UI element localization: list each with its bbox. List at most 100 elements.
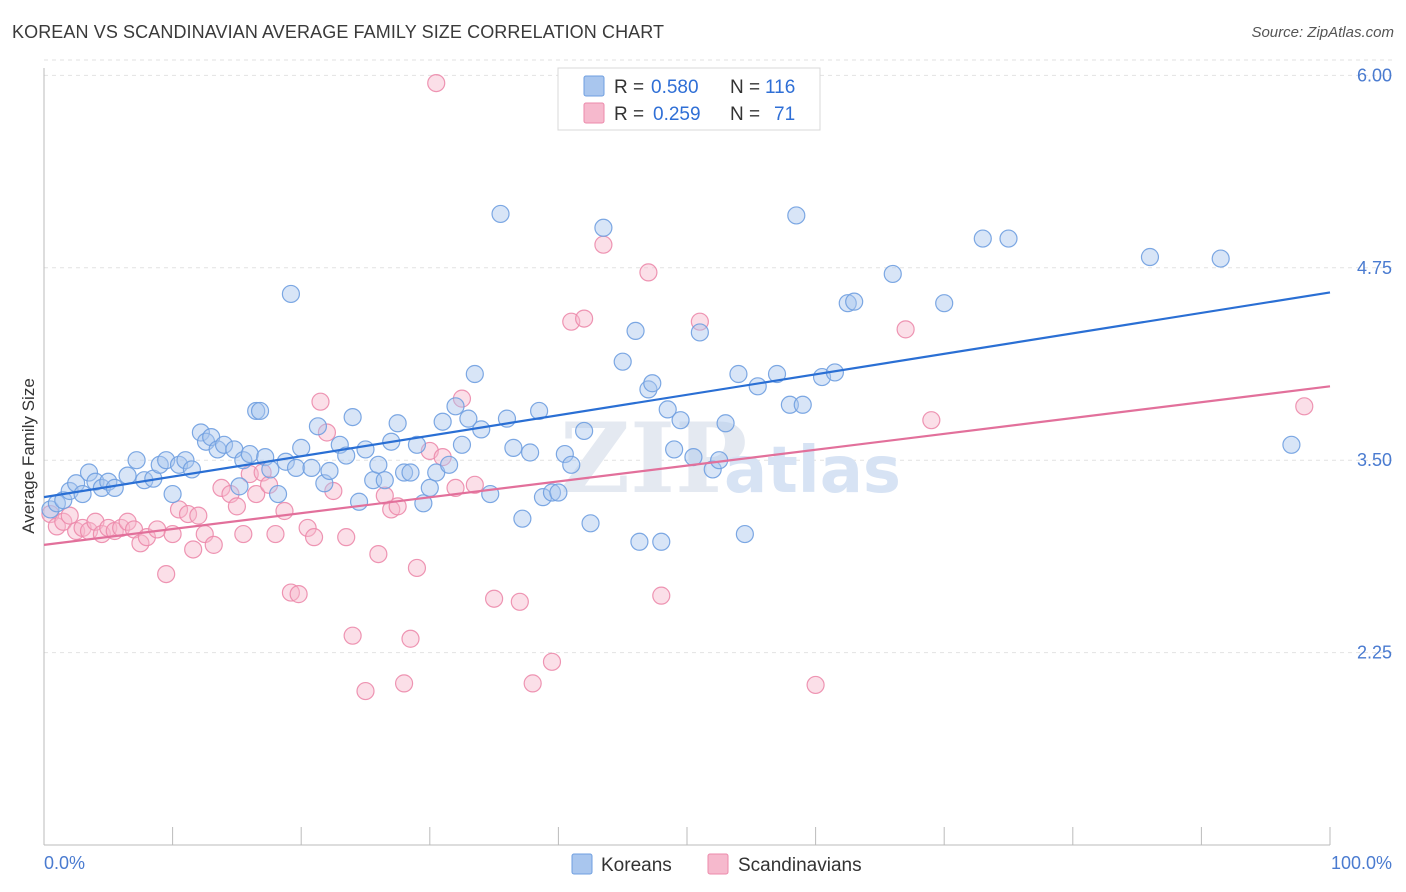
legend-r-value-koreans: 0.580	[651, 77, 699, 98]
scandinavians-point-54	[446, 478, 465, 498]
series-legend: Koreans Scandinavians	[571, 853, 862, 876]
koreans-point-39	[302, 458, 321, 477]
koreans-point-94	[716, 414, 735, 433]
axes	[43, 68, 1331, 846]
scandinavians-point-17	[157, 564, 176, 584]
koreans-point-30	[247, 401, 266, 421]
koreans-point-92	[703, 460, 722, 479]
koreans-trend-line	[43, 291, 1331, 499]
koreans-point-70	[513, 509, 532, 528]
legend-swatch-koreans	[583, 75, 605, 97]
scandinavians-point-71	[427, 73, 446, 93]
legend-r-value-scandinavians: 0.259	[653, 104, 701, 125]
scandinavians-point-56	[465, 475, 484, 494]
scandinavians-point-45	[369, 544, 388, 564]
koreans-point-19	[176, 451, 195, 470]
koreans-point-67	[491, 204, 510, 224]
scandinavians-point-66	[690, 312, 709, 331]
scandinavians-point-19	[169, 500, 189, 519]
scandinavians-point-35	[281, 583, 301, 602]
koreans-point-99	[780, 395, 799, 414]
koreans-point-108	[973, 229, 992, 248]
koreans-point-47	[356, 440, 375, 459]
koreans-point-100	[787, 206, 806, 225]
legend-r-label-koreans: R =	[614, 77, 644, 98]
koreans-point-78	[575, 421, 594, 441]
scandinavians-point-3	[60, 506, 79, 525]
koreans-point-62	[452, 435, 472, 454]
koreans-point-112	[1282, 435, 1301, 454]
koreans-point-50	[375, 471, 394, 490]
koreans-point-69	[504, 438, 523, 457]
scandinavians-point-22	[189, 506, 208, 525]
scandinavians-points	[41, 73, 1314, 701]
koreans-point-34	[268, 484, 288, 504]
koreans-point-75	[549, 483, 568, 502]
koreans-point-74	[542, 483, 562, 502]
scandinavians-point-38	[304, 528, 324, 547]
koreans-point-63	[459, 409, 478, 428]
koreans-point-31	[250, 401, 270, 421]
koreans-point-57	[420, 478, 439, 498]
koreans-point-98	[767, 364, 787, 384]
koreans-point-44	[337, 446, 356, 465]
koreans-point-53	[394, 463, 414, 482]
y-tick-label-1: 3.50	[1357, 450, 1392, 470]
y-tick-label-0: 2.25	[1357, 643, 1392, 663]
watermark-atlas: atlas	[724, 434, 901, 508]
scandinavians-point-27	[227, 497, 246, 516]
scandinavians-point-30	[247, 484, 266, 504]
scandinavians-point-43	[343, 626, 362, 645]
koreans-point-25	[214, 435, 234, 454]
koreans-point-96	[735, 524, 754, 544]
koreans-point-12	[127, 451, 146, 470]
y-tick-labels: 2.25 3.50 4.75 6.00	[1357, 65, 1392, 662]
koreans-point-79	[581, 514, 600, 533]
scandinavians-point-70	[1295, 397, 1314, 416]
scandinavians-trend-line	[43, 385, 1331, 546]
koreans-point-111	[1211, 249, 1230, 268]
x-tick-label-max: 100.0%	[1331, 853, 1392, 873]
koreans-point-89	[671, 411, 690, 430]
koreans-point-37	[286, 458, 306, 477]
scandinavians-point-58	[510, 592, 529, 611]
scandinavians-point-39	[311, 392, 330, 411]
koreans-point-42	[320, 461, 339, 481]
legend-n-value-scandinavians: 71	[774, 104, 795, 125]
series-legend-label-scandinavians: Scandinavians	[738, 855, 862, 876]
scandinavians-point-60	[542, 652, 562, 671]
series-legend-label-koreans: Koreans	[601, 855, 672, 876]
koreans-point-72	[530, 401, 549, 421]
scandinavians-point-24	[204, 535, 223, 554]
koreans-point-29	[240, 444, 259, 464]
scandinavians-point-25	[212, 478, 231, 498]
koreans-point-95	[729, 364, 748, 384]
scandinavians-point-59	[523, 674, 542, 693]
legend-n-label-koreans: N =	[730, 77, 760, 98]
koreans-point-86	[652, 532, 671, 551]
koreans-point-55	[407, 435, 427, 454]
koreans-point-11	[118, 466, 137, 485]
y-tick-label-3: 6.00	[1357, 65, 1392, 85]
legend-r-label-scandinavians: R =	[614, 104, 644, 125]
legend: R = 0.580 N = 116 R = 0.259 N = 71	[557, 67, 821, 131]
koreans-point-21	[191, 423, 210, 442]
koreans-point-76	[555, 444, 574, 464]
koreans-point-33	[261, 460, 280, 479]
chart-source: Source: ZipAtlas.com	[1251, 24, 1394, 41]
scandinavians-point-40	[317, 423, 337, 442]
series-legend-swatch-scandinavians	[707, 853, 729, 875]
koreans-point-77	[562, 455, 581, 474]
koreans-point-97	[748, 377, 767, 396]
scandinavians-point-37	[298, 518, 317, 538]
koreans-point-36	[281, 284, 301, 304]
koreans-point-106	[883, 264, 902, 284]
koreans-point-71	[521, 443, 540, 462]
legend-n-value-koreans: 116	[765, 77, 795, 98]
scandinavians-point-65	[652, 586, 671, 605]
koreans-point-82	[626, 321, 645, 341]
legend-swatch-scandinavians	[583, 102, 605, 124]
scandinavians-point-21	[184, 540, 203, 559]
scandinavians-point-49	[394, 674, 414, 693]
